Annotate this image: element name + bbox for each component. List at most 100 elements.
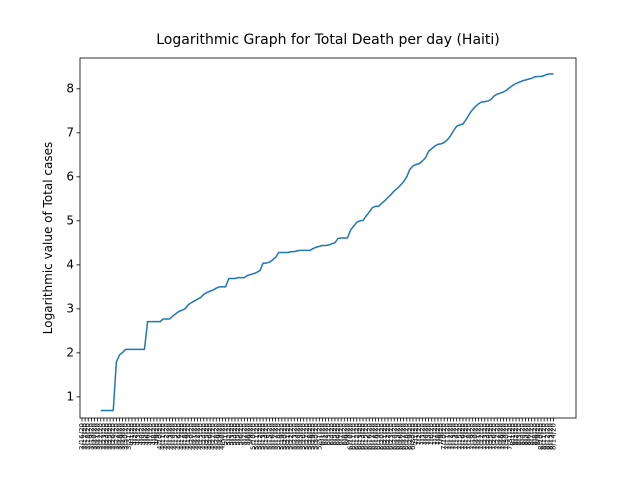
x-tick-label: 4/6/20: [144, 423, 152, 446]
x-tick-label: 6/13/20: [356, 423, 364, 450]
x-tick-label: 4/16/20: [175, 423, 183, 450]
x-tick-label: 5/11/20: [253, 423, 261, 450]
x-tick-label: 6/17/20: [368, 423, 376, 450]
x-tick-label: 5/31/20: [315, 423, 323, 450]
x-tick-label: 7/23/20: [481, 423, 489, 450]
x-tick-label: 7/19/20: [468, 423, 476, 450]
x-tick-label: 8/11/20: [540, 423, 548, 450]
x-tick-label: 4/29/20: [215, 423, 223, 450]
x-tick-label: 5/6/20: [237, 423, 245, 446]
x-tick-label: 8/3/20: [515, 423, 523, 446]
x-tick-label: 3/29/20: [119, 423, 127, 450]
x-tick-label: 4/1/20: [128, 423, 136, 446]
x-tick-label: 4/2/20: [131, 423, 139, 446]
x-tick-label: 8/13/20: [546, 423, 554, 450]
x-tick-label: 5/28/20: [306, 423, 314, 450]
x-tick-label: 6/11/20: [350, 423, 358, 450]
x-tick-label: 4/25/20: [203, 423, 211, 450]
x-tick-label: 7/27/20: [493, 423, 501, 450]
chart-title: Logarithmic Graph for Total Death per da…: [156, 32, 500, 48]
x-tick-label: 8/10/20: [537, 423, 545, 450]
x-tick-label: 7/29/20: [500, 423, 508, 450]
x-tick-label: 7/15/20: [456, 423, 464, 450]
x-tick-label: 5/22/20: [287, 423, 295, 450]
x-tick-label: 8/4/20: [518, 423, 526, 446]
x-tick-label: 3/23/20: [100, 423, 108, 450]
x-tick-label: 8/8/20: [531, 423, 539, 446]
x-tick-label: 5/17/20: [272, 423, 280, 450]
x-tick-label: 7/24/20: [484, 423, 492, 450]
x-tick-label: 4/30/20: [219, 423, 227, 450]
plot-frame: [79, 57, 577, 419]
x-tick-label: 7/2/20: [415, 423, 423, 446]
x-tick-label: 6/18/20: [372, 423, 380, 450]
x-tick-label: 5/20/20: [281, 423, 289, 450]
x-tick-label: 8/7/20: [528, 423, 536, 446]
x-tick-label: 7/6/20: [428, 423, 436, 446]
x-tick-label: 5/25/20: [297, 423, 305, 450]
x-tick-label: 6/8/20: [340, 423, 348, 446]
x-tick-label: 8/6/20: [525, 423, 533, 446]
y-tick-label: 7: [66, 125, 74, 139]
x-tick-label: 4/20/20: [187, 423, 195, 450]
y-tick-label: 3: [66, 301, 74, 315]
x-tick-label: 6/7/20: [337, 423, 345, 446]
x-tick-label: 5/4/20: [231, 423, 239, 446]
x-tick-label: 4/5/20: [140, 423, 148, 446]
x-tick-label: 7/17/20: [462, 423, 470, 450]
x-tick-label: 7/5/20: [425, 423, 433, 446]
x-tick-label: 4/17/20: [178, 423, 186, 450]
x-tick-label: 3/22/20: [97, 423, 105, 450]
x-tick-label: 6/30/20: [409, 423, 417, 450]
x-tick-label: 7/28/20: [496, 423, 504, 450]
data-line: [100, 73, 554, 412]
x-tick-label: 5/30/20: [312, 423, 320, 450]
x-tick-label: 4/23/20: [197, 423, 205, 450]
x-tick-label: 4/7/20: [147, 423, 155, 446]
x-tick-label: 6/4/20: [328, 423, 336, 446]
x-tick-label: 3/30/20: [122, 423, 130, 450]
x-tick-label: 3/26/20: [109, 423, 117, 450]
x-tick-label: 7/8/20: [434, 423, 442, 446]
x-tick-label: 4/19/20: [184, 423, 192, 450]
x-tick-label: 7/31/20: [506, 423, 514, 450]
x-tick-label: 6/29/20: [406, 423, 414, 450]
x-tick-label: 6/6/20: [334, 423, 342, 446]
x-tick-label: 6/27/20: [400, 423, 408, 450]
x-tick-label: 5/13/20: [259, 423, 267, 450]
x-tick-label: 4/8/20: [150, 423, 158, 446]
x-tick-label: 6/25/20: [393, 423, 401, 450]
x-tick-label: 3/28/20: [115, 423, 123, 450]
x-tick-label: 8/5/20: [521, 423, 529, 446]
x-tick-label: 5/14/20: [262, 423, 270, 450]
x-tick-label: 6/16/20: [365, 423, 373, 450]
x-tick-label: 4/3/20: [134, 423, 142, 446]
x-tick-label: 4/10/20: [156, 423, 164, 450]
x-tick-label: 4/9/20: [153, 423, 161, 446]
x-tick-label: 6/5/20: [331, 423, 339, 446]
x-tick-label: 6/12/20: [353, 423, 361, 450]
x-tick-label: 6/10/20: [347, 423, 355, 450]
x-tick-label: 7/20/20: [471, 423, 479, 450]
x-tick-label: 3/31/20: [125, 423, 133, 450]
x-tick-label: 4/28/20: [212, 423, 220, 450]
x-tick-label: 5/21/20: [284, 423, 292, 450]
x-tick-label: 7/3/20: [418, 423, 426, 446]
x-tick-label: 5/26/20: [300, 423, 308, 450]
x-tick-label: 4/15/20: [172, 423, 180, 450]
x-tick-label: 7/26/20: [490, 423, 498, 450]
x-tick-label: 7/18/20: [465, 423, 473, 450]
x-tick-label: 5/23/20: [290, 423, 298, 450]
x-tick-label: 4/26/20: [206, 423, 214, 450]
x-tick-label: 7/21/20: [475, 423, 483, 450]
x-tick-label: 8/14/20: [550, 423, 558, 450]
x-tick-label: 6/24/20: [390, 423, 398, 450]
x-tick-label: 4/4/20: [137, 423, 145, 446]
x-tick-label: 7/10/20: [440, 423, 448, 450]
x-tick-label: 6/22/20: [384, 423, 392, 450]
x-tick-label: 6/19/20: [375, 423, 383, 450]
x-tick-label: 5/19/20: [278, 423, 286, 450]
x-tick-label: 7/7/20: [431, 423, 439, 446]
x-tick-label: 6/20/20: [378, 423, 386, 450]
